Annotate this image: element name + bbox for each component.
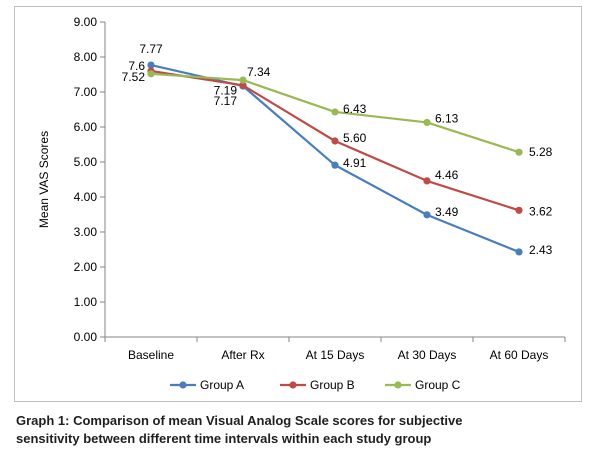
data-point	[147, 70, 155, 78]
data-point	[423, 177, 431, 185]
y-tick-label: 3.00	[74, 225, 98, 239]
y-tick-label: 8.00	[74, 50, 98, 64]
data-point	[423, 118, 431, 127]
legend-label: Group C	[415, 378, 461, 392]
line-chart: 0.00 1.00 2.00 3.00 4.00 5.00 6.00 7.00 8.00 9.00…	[37, 15, 566, 392]
x-tick-label: At 60 Days	[490, 348, 549, 362]
legend-swatch-marker	[179, 381, 187, 389]
data-label: 7.52	[122, 70, 146, 84]
data-point	[239, 76, 247, 84]
y-tick-label: 0.00	[74, 330, 98, 344]
data-label: 6.43	[343, 102, 367, 116]
y-tick-label: 7.00	[74, 85, 98, 99]
y-tick-label: 9.00	[74, 15, 98, 29]
y-tick-label: 6.00	[74, 120, 98, 134]
data-point	[331, 108, 339, 116]
data-label: 7.77	[139, 42, 163, 56]
data-label: 3.49	[435, 205, 459, 219]
data-label: 7.34	[247, 65, 271, 79]
data-point	[239, 81, 247, 89]
caption-line-1: Graph 1: Comparison of mean Visual Analo…	[16, 413, 463, 428]
data-point	[331, 161, 339, 169]
caption-line-2: sensitivity between different time inter…	[16, 431, 432, 446]
data-point	[515, 148, 523, 156]
x-tick-label: At 15 Days	[306, 348, 365, 362]
y-axis-title: Mean VAS Scores	[37, 131, 51, 228]
data-label: 4.46	[435, 168, 459, 182]
data-label: 3.62	[529, 204, 553, 218]
y-tick-label: 2.00	[74, 260, 98, 274]
data-label: 7.17	[214, 94, 238, 108]
figure-caption: Graph 1: Comparison of mean Visual Analo…	[16, 412, 586, 448]
data-label: 6.13	[435, 111, 459, 125]
data-point	[515, 206, 523, 214]
data-point	[331, 137, 339, 145]
series-line-group-a	[150, 63, 520, 253]
y-tick-label: 1.00	[74, 295, 98, 309]
data-point	[147, 61, 155, 69]
data-label: 2.43	[529, 243, 553, 257]
legend-label: Group A	[200, 378, 244, 392]
data-label: 4.91	[343, 156, 367, 170]
legend-label: Group B	[310, 378, 355, 392]
data-label: 5.60	[343, 131, 367, 145]
x-tick-label: At 30 Days	[398, 348, 457, 362]
data-label: 7.6	[128, 59, 145, 73]
legend-swatch-marker	[394, 381, 402, 389]
x-tick-label: After Rx	[221, 348, 264, 362]
data-point	[515, 248, 523, 256]
y-tick-label: 4.00	[74, 190, 98, 204]
data-label: 7.19	[214, 83, 238, 97]
legend-swatch-marker	[289, 381, 297, 389]
chart-frame: 0.00 1.00 2.00 3.00 4.00 5.00 6.00 7.00 8.00 9.00…	[14, 6, 582, 402]
y-tick-label: 5.00	[74, 155, 98, 169]
data-point	[423, 211, 431, 219]
x-tick-label: Baseline	[128, 348, 174, 362]
data-label: 5.28	[529, 145, 553, 159]
